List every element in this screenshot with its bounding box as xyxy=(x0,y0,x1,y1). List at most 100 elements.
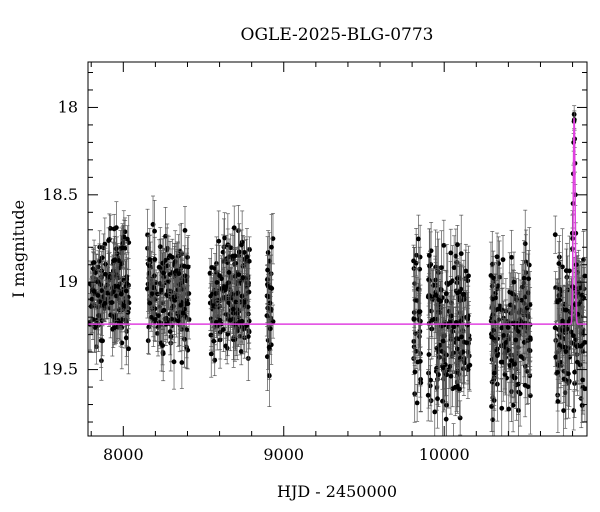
data-point xyxy=(220,234,226,270)
data-point xyxy=(92,302,98,353)
data-point xyxy=(113,201,119,254)
data-point xyxy=(97,276,103,327)
data-point xyxy=(495,288,501,330)
data-point xyxy=(245,313,251,360)
data-point xyxy=(179,336,185,389)
data-point xyxy=(268,254,273,321)
data-point xyxy=(214,264,220,301)
data-point xyxy=(499,288,505,368)
data-point xyxy=(146,235,152,297)
data-point xyxy=(440,317,446,365)
data-point xyxy=(464,309,469,376)
data-point xyxy=(582,256,587,296)
data-point xyxy=(226,244,232,301)
data-point xyxy=(411,244,416,278)
data-point xyxy=(488,241,494,310)
x-tick-label: 8000 xyxy=(103,445,144,464)
data-point xyxy=(185,235,191,299)
data-point xyxy=(435,368,440,429)
data-point xyxy=(447,344,453,389)
data-point xyxy=(426,228,432,283)
data-point xyxy=(416,214,421,264)
data-point xyxy=(175,294,181,347)
data-point xyxy=(147,228,153,291)
data-point xyxy=(124,225,130,253)
y-tick-label: 19 xyxy=(58,272,78,291)
data-point xyxy=(491,340,497,406)
data-point xyxy=(505,308,511,347)
data-point xyxy=(222,212,228,264)
data-point xyxy=(106,227,111,254)
data-point xyxy=(182,255,188,297)
data-point xyxy=(498,332,504,392)
data-point xyxy=(99,267,104,314)
data-point xyxy=(118,277,124,312)
data-point xyxy=(436,267,442,332)
data-point xyxy=(207,257,213,289)
data-point xyxy=(561,384,567,436)
data-point xyxy=(516,300,521,363)
data-point xyxy=(230,279,236,339)
x-axis-label: HJD - 2450000 xyxy=(277,482,397,501)
data-point xyxy=(152,236,158,282)
data-point xyxy=(571,390,577,431)
data-point xyxy=(448,337,454,415)
data-point xyxy=(216,210,222,272)
data-point xyxy=(180,285,186,341)
data-point xyxy=(459,313,464,360)
model-curve-layer xyxy=(88,117,587,325)
data-point xyxy=(158,269,164,311)
data-point xyxy=(123,268,129,314)
data-point xyxy=(208,319,214,351)
data-point xyxy=(112,312,117,343)
data-point xyxy=(525,295,531,336)
data-point xyxy=(572,354,577,390)
data-point xyxy=(265,230,271,275)
data-point xyxy=(441,219,447,271)
data-point xyxy=(124,257,130,310)
data-point xyxy=(269,214,274,281)
axes: 8000 9000 10000 18 18.5 19 19.5 xyxy=(42,61,588,464)
data-point xyxy=(511,251,517,313)
data-point xyxy=(579,388,585,423)
data-point xyxy=(552,215,558,254)
data-point xyxy=(217,290,223,351)
data-point xyxy=(425,369,431,422)
y-tick-label: 18 xyxy=(58,97,78,116)
x-tick-label: 9000 xyxy=(263,445,304,464)
data-point xyxy=(414,384,420,422)
data-point xyxy=(227,289,233,352)
data-point xyxy=(582,355,587,423)
data-point xyxy=(418,346,424,413)
data-point xyxy=(91,279,97,304)
x-tick-label: 10000 xyxy=(419,445,470,464)
data-point xyxy=(95,269,101,321)
model-curve xyxy=(88,117,587,325)
data-point xyxy=(442,332,448,397)
data-point xyxy=(169,238,175,276)
data-point xyxy=(145,327,151,354)
data-point xyxy=(145,208,150,262)
data-point xyxy=(563,332,569,371)
data-point xyxy=(91,239,97,286)
data-point xyxy=(577,330,583,399)
data-point xyxy=(411,286,417,353)
data-point xyxy=(220,307,226,352)
data-point xyxy=(265,236,270,304)
data-point xyxy=(426,324,432,385)
data-point xyxy=(456,360,462,418)
data-point xyxy=(501,310,506,361)
data-point xyxy=(150,195,156,254)
data-point xyxy=(181,245,187,287)
data-point xyxy=(429,301,435,339)
data-point xyxy=(512,342,518,386)
data-point xyxy=(240,247,246,308)
data-point xyxy=(451,235,457,300)
data-point xyxy=(465,349,471,385)
data-point xyxy=(102,284,108,323)
data-point xyxy=(521,240,527,316)
data-point xyxy=(557,266,563,334)
data-point xyxy=(161,248,166,299)
data-point xyxy=(238,337,244,366)
